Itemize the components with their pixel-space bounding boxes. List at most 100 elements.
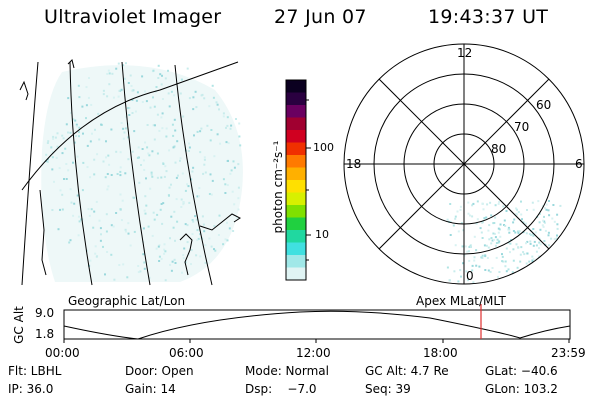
aurora-speckle: [487, 246, 490, 249]
aurora-speckle: [214, 249, 217, 252]
aurora-speckle: [190, 249, 193, 252]
aurora-speckle: [138, 181, 141, 184]
aurora-speckle: [102, 89, 105, 92]
aurora-speckle: [188, 142, 190, 145]
aurora-speckle: [544, 207, 546, 210]
aurora-speckle: [490, 214, 493, 217]
aurora-speckle: [135, 99, 138, 102]
aurora-speckle: [525, 222, 527, 225]
coastline: [199, 213, 241, 231]
aurora-speckle: [208, 193, 211, 195]
coastline: [179, 233, 193, 276]
aurora-speckle: [51, 156, 54, 159]
aurora-speckle: [196, 229, 199, 232]
aurora-speckle: [195, 106, 198, 109]
aurora-speckle: [123, 131, 126, 134]
aurora-speckle: [120, 219, 123, 222]
aurora-speckle: [108, 163, 111, 166]
aurora-speckle: [217, 234, 220, 236]
aurora-speckle: [535, 250, 538, 253]
aurora-speckle: [520, 200, 522, 203]
aurora-speckle: [87, 96, 90, 99]
aurora-speckle: [498, 201, 501, 203]
colorbar-band: [286, 142, 306, 156]
aurora-speckle: [209, 173, 212, 176]
aurora-speckle: [509, 251, 511, 254]
aurora-speckle: [78, 126, 81, 129]
aurora-speckle: [78, 135, 80, 138]
ip-info: IP: 36.0: [8, 382, 54, 396]
aurora-speckle: [141, 101, 144, 103]
aurora-speckle: [152, 211, 155, 214]
aurora-speckle: [54, 136, 57, 139]
aurora-speckle: [158, 260, 161, 262]
aurora-speckle: [149, 187, 152, 190]
aurora-speckle: [119, 208, 122, 211]
aurora-speckle: [174, 239, 176, 242]
aurora-speckle: [157, 245, 160, 248]
aurora-speckle: [230, 124, 233, 127]
aurora-speckle: [59, 189, 62, 192]
colorbar-tick-label: 10: [315, 228, 329, 241]
aurora-speckle: [119, 166, 122, 169]
aurora-speckle: [86, 166, 89, 169]
aurora-speckle: [110, 128, 113, 131]
aurora-speckle: [206, 124, 209, 127]
aurora-speckle: [515, 207, 517, 210]
geographic-panel-label: Geographic Lat/Lon: [68, 294, 186, 308]
aurora-speckle: [216, 133, 219, 136]
aurora-speckle: [494, 244, 497, 247]
aurora-speckle: [231, 190, 234, 193]
aurora-speckle: [553, 220, 556, 223]
aurora-speckle: [45, 160, 48, 163]
aurora-speckle: [514, 231, 517, 234]
aurora-speckle: [449, 203, 452, 205]
aurora-speckle: [127, 136, 130, 139]
aurora-speckle: [453, 270, 456, 273]
geographic-image: [19, 59, 243, 286]
aurora-speckle: [225, 141, 228, 144]
lat-label-60: 60: [536, 98, 552, 112]
glat-info: GLat: −40.6: [485, 364, 558, 378]
polar-plot: [343, 43, 585, 285]
aurora-speckle: [222, 112, 225, 115]
aurora-speckle: [58, 167, 61, 170]
aurora-speckle: [200, 94, 203, 97]
aurora-speckle: [484, 255, 487, 258]
aurora-speckle: [488, 238, 491, 241]
aurora-speckle: [537, 200, 540, 203]
aurora-speckle: [74, 119, 77, 122]
aurora-speckle: [233, 203, 236, 206]
aurora-speckle: [551, 217, 554, 220]
aurora-speckle: [478, 265, 481, 268]
altitude-ytick: 1.8: [35, 327, 55, 341]
aurora-speckle: [86, 144, 89, 147]
colorbar-band: [286, 217, 306, 231]
aurora-speckle: [542, 225, 545, 228]
aurora-speckle: [146, 146, 149, 149]
aurora-speckle: [196, 130, 199, 133]
aurora-speckle: [143, 209, 146, 212]
aurora-speckle: [72, 214, 75, 217]
aurora-speckle: [133, 130, 136, 133]
aurora-speckle: [517, 232, 520, 235]
colorbar-band: [286, 267, 306, 281]
aurora-speckle: [494, 216, 497, 219]
aurora-speckle: [61, 152, 64, 155]
aurora-speckle: [64, 147, 67, 150]
aurora-speckle: [173, 118, 176, 121]
aurora-speckle: [237, 208, 240, 211]
aurora-speckle: [181, 271, 183, 274]
aurora-speckle: [501, 255, 504, 258]
altitude-plot: [63, 304, 571, 343]
aurora-speckle: [193, 134, 195, 137]
aurora-speckle: [133, 230, 136, 233]
aurora-speckle: [499, 235, 502, 238]
aurora-speckle: [73, 202, 76, 205]
aurora-speckle: [172, 146, 175, 149]
aurora-speckle: [230, 169, 233, 172]
aurora-speckle: [150, 171, 153, 174]
aurora-speckle: [76, 155, 79, 158]
altitude-ylabel: GC Alt: [12, 306, 26, 344]
aurora-speckle: [531, 255, 534, 258]
